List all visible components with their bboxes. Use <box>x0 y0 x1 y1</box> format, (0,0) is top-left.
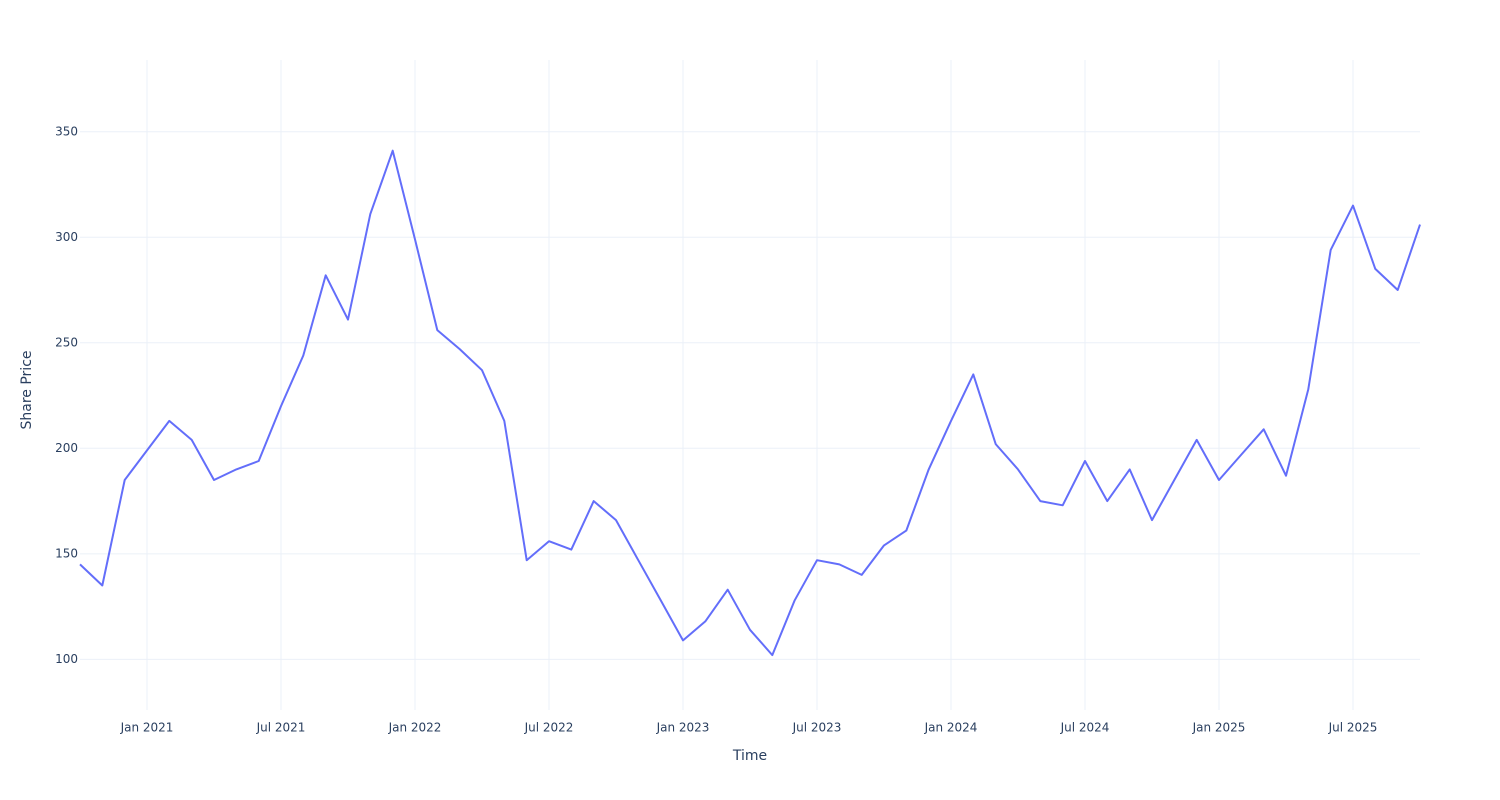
y-tick-label: 250 <box>55 335 78 349</box>
x-tick-label: Jul 2022 <box>524 721 574 735</box>
y-tick-label: 350 <box>55 124 78 138</box>
x-tick-label: Jan 2025 <box>1192 721 1246 735</box>
price-line <box>79 149 1421 657</box>
x-axis-title: Time <box>732 748 767 764</box>
x-tick-label: Jul 2023 <box>792 721 842 735</box>
x-tick-label: Jan 2022 <box>388 721 442 735</box>
x-tick-label: Jul 2024 <box>1060 721 1110 735</box>
y-tick-label: 150 <box>55 546 78 560</box>
x-tick-label: Jul 2021 <box>256 721 306 735</box>
y-tick-label: 200 <box>55 441 78 455</box>
y-tick-label: 300 <box>55 230 78 244</box>
x-tick-label: Jul 2025 <box>1328 721 1378 735</box>
y-axis-title: Share Price <box>19 350 35 429</box>
y-tick-label: 100 <box>55 652 78 666</box>
x-tick-label: Jan 2023 <box>656 721 710 735</box>
x-tick-label: Jan 2021 <box>120 721 174 735</box>
x-tick-label: Jan 2024 <box>924 721 978 735</box>
